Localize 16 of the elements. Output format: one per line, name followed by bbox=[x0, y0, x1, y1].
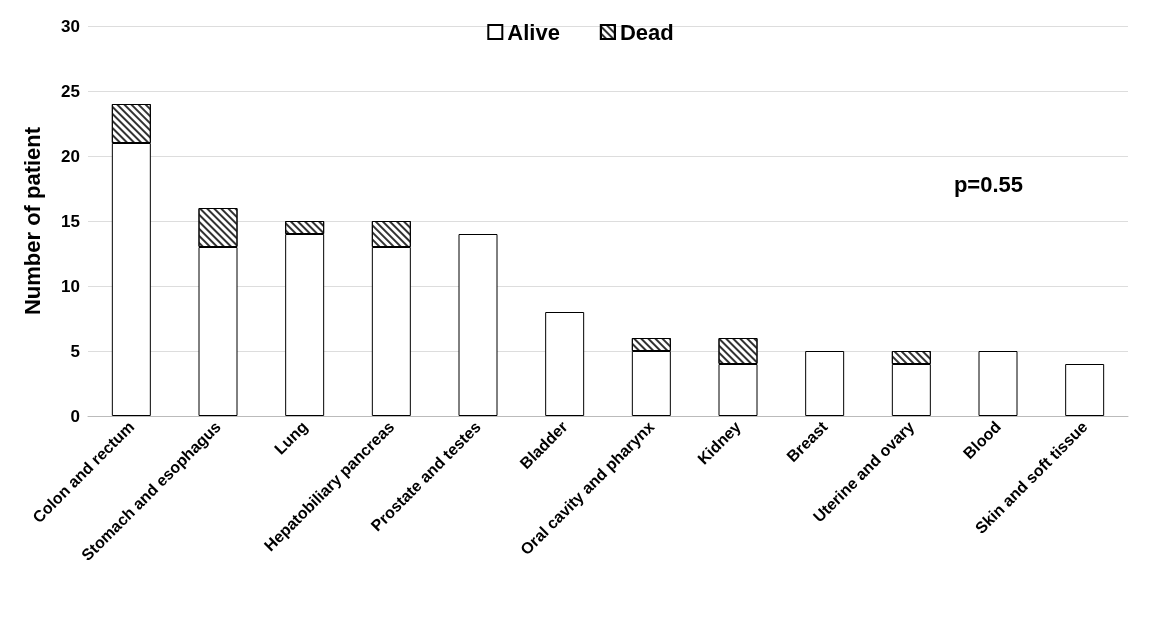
bar bbox=[978, 351, 1018, 416]
y-tick-label: 5 bbox=[70, 341, 80, 361]
y-tick-label: 20 bbox=[61, 146, 80, 166]
bar bbox=[1065, 364, 1105, 416]
bar bbox=[458, 234, 498, 416]
y-tick-label: 0 bbox=[70, 406, 80, 426]
y-axis-title: Number of patient bbox=[19, 126, 45, 316]
y-tick-label: 15 bbox=[61, 211, 80, 231]
bar bbox=[545, 312, 585, 416]
legend-label: Dead bbox=[619, 19, 674, 45]
y-tick-label: 10 bbox=[61, 276, 80, 296]
bar bbox=[805, 351, 845, 416]
legend-label: Alive bbox=[507, 19, 560, 45]
annotation: p=0.55 bbox=[953, 171, 1023, 197]
y-tick-label: 25 bbox=[61, 81, 80, 101]
y-tick-label: 30 bbox=[61, 16, 80, 36]
